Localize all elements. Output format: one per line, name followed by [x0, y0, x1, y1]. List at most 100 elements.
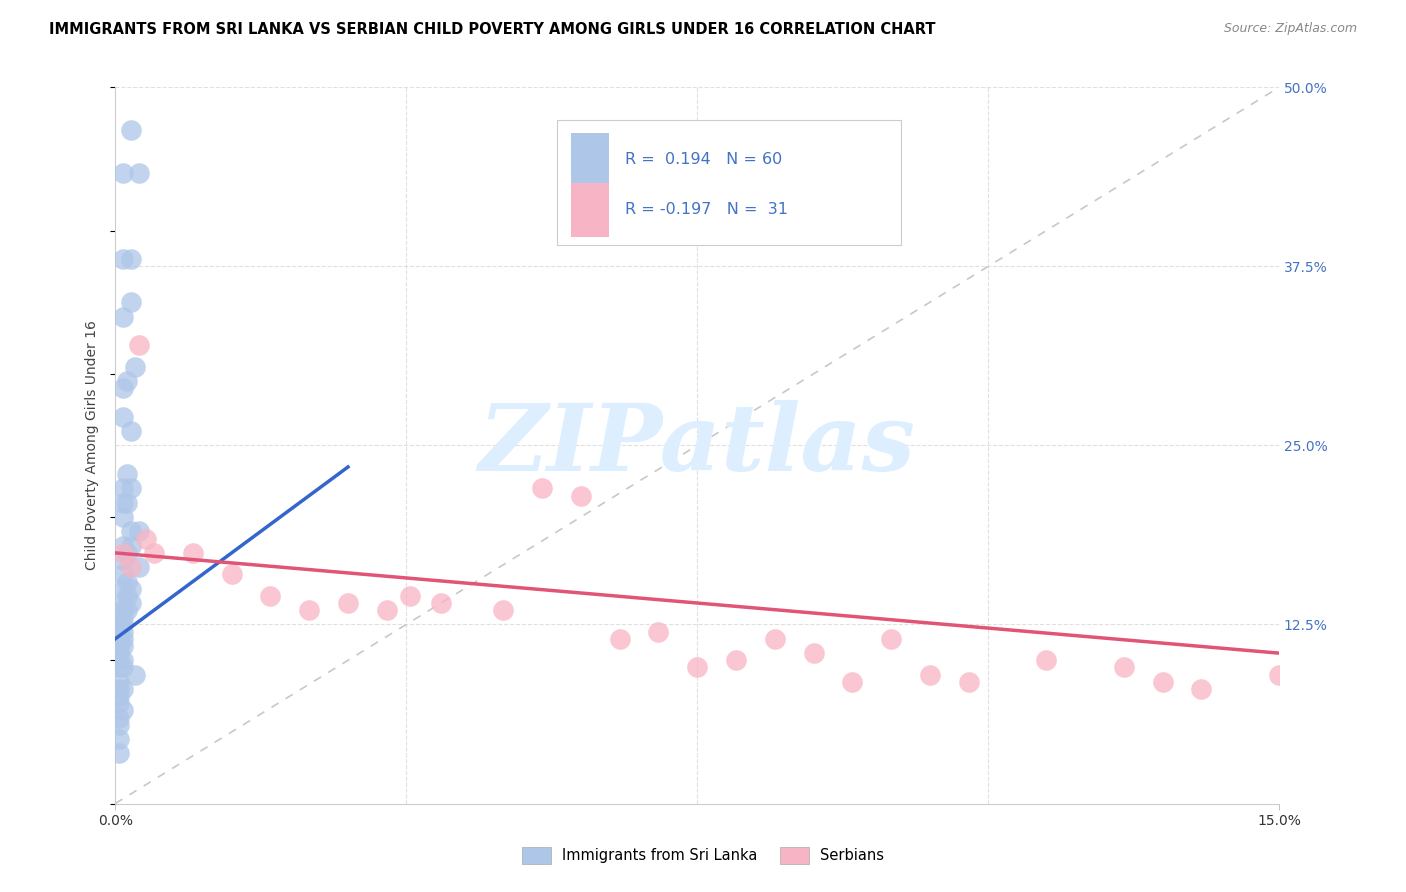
Point	[112, 482, 135, 496]
Point	[1035, 653, 1057, 667]
Point	[112, 510, 135, 524]
Point	[112, 653, 135, 667]
Point	[112, 681, 135, 696]
Point	[108, 653, 131, 667]
Point	[112, 539, 135, 553]
Point	[120, 252, 142, 267]
Point	[724, 653, 747, 667]
Point	[108, 624, 131, 639]
Point	[108, 747, 131, 761]
Point	[108, 696, 131, 710]
Point	[115, 603, 138, 617]
Point	[492, 603, 515, 617]
Point	[108, 617, 131, 632]
Point	[120, 539, 142, 553]
Point	[128, 166, 150, 180]
Point	[609, 632, 631, 646]
FancyBboxPatch shape	[571, 183, 609, 236]
Point	[112, 381, 135, 395]
Point	[108, 632, 131, 646]
Point	[957, 674, 980, 689]
Point	[108, 646, 131, 660]
Point	[128, 560, 150, 574]
Point	[112, 546, 135, 560]
Point	[124, 359, 146, 374]
Point	[115, 467, 138, 482]
Point	[112, 617, 135, 632]
Point	[112, 567, 135, 582]
Point	[763, 632, 786, 646]
Text: R =  0.194   N = 60: R = 0.194 N = 60	[626, 153, 782, 167]
Point	[803, 646, 825, 660]
Point	[1112, 660, 1135, 674]
Point	[841, 674, 863, 689]
Point	[108, 732, 131, 747]
Point	[120, 295, 142, 310]
Point	[259, 589, 281, 603]
Point	[298, 603, 321, 617]
Point	[112, 703, 135, 717]
Point	[108, 717, 131, 731]
FancyBboxPatch shape	[571, 133, 609, 186]
Point	[120, 560, 142, 574]
Point	[143, 546, 166, 560]
Point	[120, 482, 142, 496]
Point	[530, 482, 553, 496]
Point	[430, 596, 453, 610]
Text: ZIPatlas: ZIPatlas	[478, 401, 915, 491]
Point	[115, 546, 138, 560]
Point	[108, 681, 131, 696]
Point	[115, 374, 138, 388]
Point	[112, 252, 135, 267]
Point	[1189, 681, 1212, 696]
Point	[181, 546, 204, 560]
Point	[108, 674, 131, 689]
Point	[128, 338, 150, 352]
Point	[112, 596, 135, 610]
Point	[112, 166, 135, 180]
Point	[115, 496, 138, 510]
Point	[375, 603, 398, 617]
Point	[569, 489, 592, 503]
Point	[128, 524, 150, 539]
Point	[124, 667, 146, 681]
Point	[112, 610, 135, 624]
Point	[108, 660, 131, 674]
Text: R = -0.197   N =  31: R = -0.197 N = 31	[626, 202, 787, 218]
Point	[115, 574, 138, 589]
Point	[108, 689, 131, 703]
Point	[112, 632, 135, 646]
Point	[112, 553, 135, 567]
Point	[399, 589, 422, 603]
FancyBboxPatch shape	[558, 120, 901, 245]
Point	[115, 589, 138, 603]
Point	[112, 660, 135, 674]
Point	[918, 667, 941, 681]
Legend: Immigrants from Sri Lanka, Serbians: Immigrants from Sri Lanka, Serbians	[515, 840, 891, 871]
Y-axis label: Child Poverty Among Girls Under 16: Child Poverty Among Girls Under 16	[86, 320, 100, 570]
Point	[686, 660, 709, 674]
Point	[108, 710, 131, 724]
Point	[120, 123, 142, 137]
Point	[112, 624, 135, 639]
Point	[120, 524, 142, 539]
Point	[120, 582, 142, 596]
Point	[1268, 667, 1291, 681]
Point	[108, 646, 131, 660]
Point	[1152, 674, 1174, 689]
Point	[647, 624, 669, 639]
Point	[112, 582, 135, 596]
Point	[120, 596, 142, 610]
Point	[135, 532, 157, 546]
Point	[120, 424, 142, 438]
Text: IMMIGRANTS FROM SRI LANKA VS SERBIAN CHILD POVERTY AMONG GIRLS UNDER 16 CORRELAT: IMMIGRANTS FROM SRI LANKA VS SERBIAN CHI…	[49, 22, 936, 37]
Point	[112, 603, 135, 617]
Point	[108, 639, 131, 653]
Point	[112, 639, 135, 653]
Point	[112, 310, 135, 324]
Text: Source: ZipAtlas.com: Source: ZipAtlas.com	[1223, 22, 1357, 36]
Point	[880, 632, 903, 646]
Point	[337, 596, 360, 610]
Point	[112, 409, 135, 424]
Point	[221, 567, 243, 582]
